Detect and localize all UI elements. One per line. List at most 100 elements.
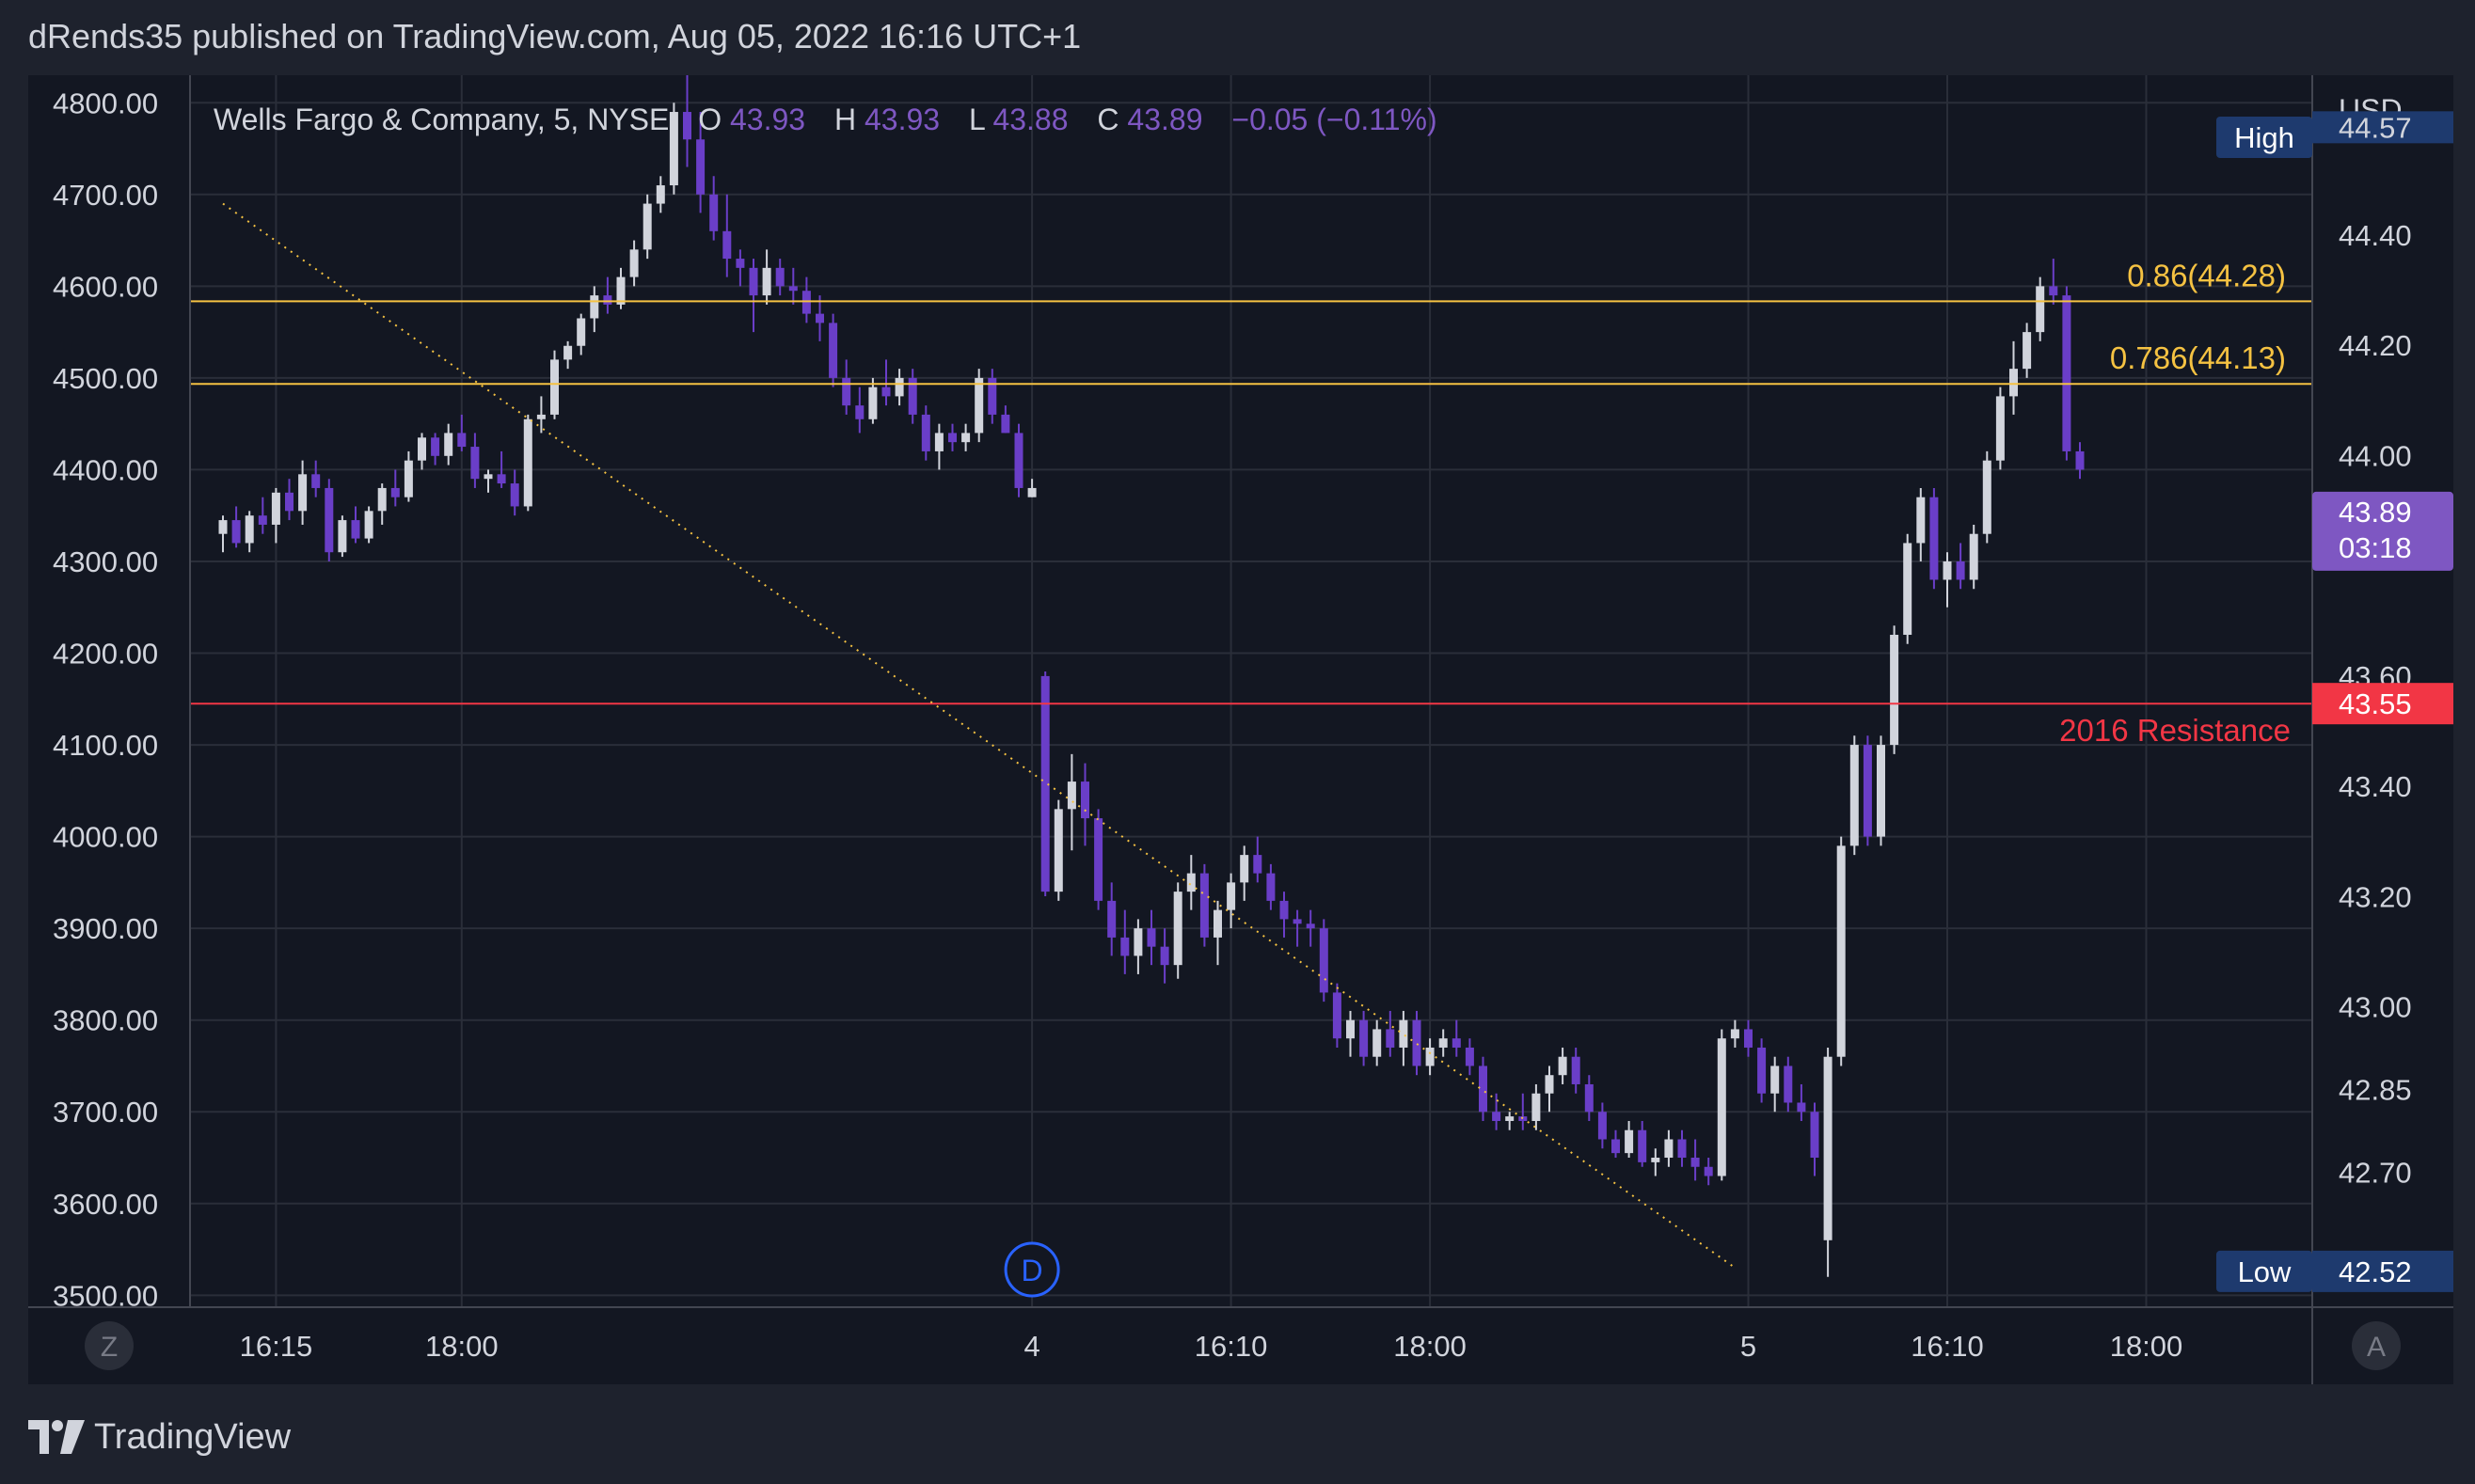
candle-body	[1014, 433, 1023, 488]
candle-body	[1253, 855, 1262, 874]
candle-body	[1625, 1129, 1634, 1154]
legend-h-label: H	[834, 103, 856, 136]
candle	[1757, 1038, 1767, 1103]
candle	[775, 259, 785, 296]
candle	[643, 194, 652, 260]
candle	[1784, 1056, 1793, 1113]
candle-body	[1425, 1047, 1435, 1066]
candle	[2023, 323, 2032, 378]
candle-body	[444, 433, 453, 456]
left-price-axis[interactable]: 4800.00 4700.00 4600.00 4500.00 4400.00 4300.…	[53, 87, 158, 1312]
legend-close: 43.89	[1127, 103, 1202, 136]
candle	[1040, 671, 1050, 897]
right-axis-tick: 43.20	[2339, 880, 2412, 913]
high-label-bg	[2216, 117, 2312, 158]
candle	[510, 469, 519, 516]
candle	[1558, 1047, 1567, 1084]
candle-body	[762, 267, 771, 296]
candle	[1651, 1148, 1660, 1176]
candle-body	[1638, 1129, 1647, 1162]
legend: Wells Fargo & Company, 5, NYSE O 43.93 H…	[214, 103, 1437, 136]
candles	[218, 75, 2085, 1277]
candle	[1412, 1010, 1421, 1076]
candle	[1399, 1010, 1408, 1066]
resistance-price-tag-bg	[2312, 683, 2453, 725]
candle	[1094, 809, 1103, 910]
candle-body	[1916, 497, 1926, 544]
footer: TradingView	[28, 1411, 291, 1463]
candle-body	[1584, 1083, 1594, 1113]
candle-body	[1359, 1019, 1369, 1057]
chart-area[interactable]: 0.86(44.28) 0.786(44.13) 2016 Resistance D …	[28, 75, 2453, 1384]
candle-body	[285, 492, 294, 512]
legend-change: −0.05 (−0.11%)	[1231, 103, 1436, 136]
candle-body	[1770, 1066, 1780, 1094]
candle-body	[1810, 1112, 1819, 1159]
candle	[418, 433, 426, 470]
candle	[1492, 1093, 1501, 1130]
candle-body	[1001, 414, 1010, 434]
right-price-axis[interactable]: 44.4044.2044.0043.6043.4043.2043.0042.85…	[2339, 219, 2412, 1189]
candle	[2036, 276, 2045, 341]
candle	[1107, 882, 1117, 956]
session-marker	[1004, 1241, 1060, 1298]
left-axis-tick: 4800.00	[53, 87, 158, 119]
candlestick-chart[interactable]: 0.86(44.28)0.786(44.13)2016 ResistanceD …	[28, 75, 2453, 1384]
candle	[1943, 552, 1952, 608]
candle	[1014, 423, 1023, 497]
time-axis-tick: 18:00	[2110, 1330, 2183, 1363]
candle	[2075, 442, 2085, 480]
candle	[1797, 1083, 1806, 1121]
scale-left-button[interactable]: Z	[85, 1321, 134, 1370]
candle-body	[1399, 1019, 1408, 1048]
candle	[1571, 1047, 1580, 1094]
candle-body	[1571, 1056, 1580, 1084]
candle	[1067, 753, 1076, 851]
candle	[1386, 1010, 1395, 1057]
candle-body	[1279, 900, 1289, 920]
candle	[231, 506, 241, 548]
time-axis[interactable]: 16:15 18:00 4 16:10 18:00 5 16:10 18:00	[240, 1330, 2183, 1363]
right-axis-tick: 44.40	[2339, 219, 2412, 252]
current-price-tag-bg	[2312, 491, 2453, 571]
candle	[577, 313, 586, 355]
time-axis-tick: 16:15	[240, 1330, 313, 1363]
candle-body	[908, 377, 917, 415]
candle	[1266, 863, 1276, 910]
candle-body	[1545, 1075, 1554, 1094]
candle	[1147, 909, 1156, 966]
candle	[1452, 1019, 1461, 1057]
scale-left-label: Z	[101, 1332, 118, 1363]
candle	[1730, 1019, 1739, 1048]
candle	[948, 423, 957, 451]
candle	[895, 369, 904, 406]
low-label: Low	[2238, 1255, 2292, 1288]
resistance-label: 2016 Resistance	[2059, 713, 2291, 748]
fib-level-label: 0.786(44.13)	[2110, 340, 2286, 375]
candle	[736, 249, 745, 287]
left-axis-tick: 4100.00	[53, 729, 158, 762]
candle-body	[1319, 928, 1328, 993]
candle	[1929, 487, 1939, 590]
candle-body	[1240, 855, 1249, 883]
candle	[1863, 735, 1872, 846]
candle-body	[2009, 369, 2018, 397]
candle	[934, 423, 944, 470]
candle-body	[788, 286, 798, 292]
candle	[842, 359, 851, 415]
drawings: 0.86(44.28) 0.786(44.13) 2016 Resistance D	[190, 202, 2312, 1298]
left-axis-tick: 4700.00	[53, 179, 158, 212]
candle-body	[1730, 1029, 1739, 1039]
legend-open: 43.93	[730, 103, 805, 136]
candle-body	[1293, 919, 1302, 924]
auto-scale-button[interactable]: A	[2352, 1321, 2401, 1370]
candle	[1001, 405, 1010, 434]
candle-body	[2075, 450, 2085, 470]
candle	[1597, 1102, 1607, 1149]
candle	[1293, 909, 1302, 947]
candle-body	[961, 433, 971, 443]
candle-body	[523, 418, 532, 507]
candle	[1479, 1056, 1487, 1121]
candle-body	[1306, 924, 1315, 929]
